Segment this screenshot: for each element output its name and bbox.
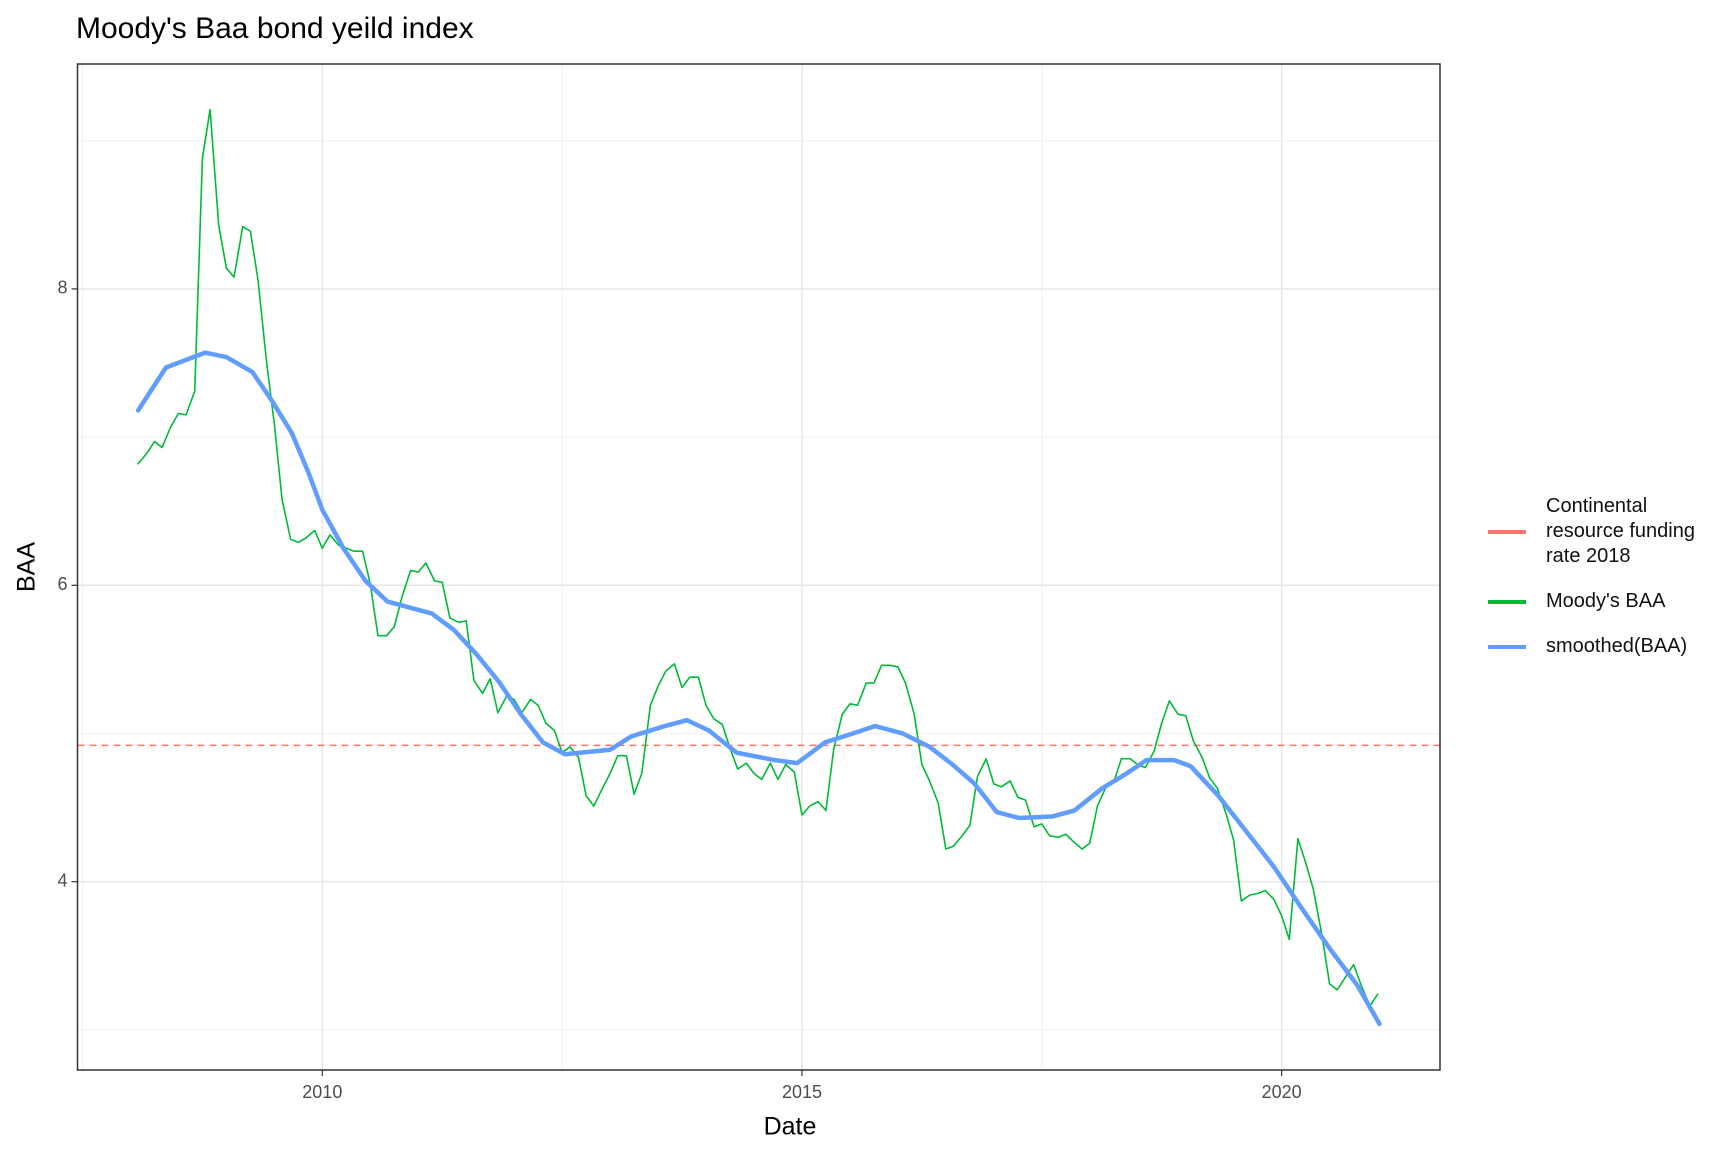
legend-label: smoothed(BAA) <box>1546 635 1688 657</box>
legend: Continental resource funding rate 2018 Mo… <box>1488 494 1696 679</box>
legend-key <box>1488 644 1526 649</box>
legend-key <box>1488 599 1526 604</box>
legend-label: Moody's BAA <box>1546 590 1666 612</box>
legend-item: Continental resource funding rate 2018 <box>1488 494 1696 569</box>
legend-item: Moody's BAA <box>1488 589 1696 614</box>
y-tick-label: 6 <box>57 574 67 594</box>
plot-border <box>76 63 1441 1071</box>
grid <box>77 64 1440 1070</box>
x-tick-label: 2010 <box>302 1082 342 1102</box>
y-tick-label: 8 <box>57 278 67 298</box>
data-line <box>137 108 1379 1007</box>
legend-item: smoothed(BAA) <box>1488 634 1696 659</box>
legend-label: Continental resource funding rate 2018 <box>1546 495 1695 567</box>
data-line <box>135 350 1382 1027</box>
x-tick-label: 2020 <box>1262 1082 1302 1102</box>
y-axis-title: BAA <box>13 542 41 592</box>
chart-title: Moody's Baa bond yeild index <box>76 12 474 45</box>
legend-key <box>1488 529 1526 534</box>
x-tick-label: 2015 <box>782 1082 822 1102</box>
x-axis-title: Date <box>764 1113 817 1141</box>
y-tick-label: 4 <box>57 870 67 890</box>
